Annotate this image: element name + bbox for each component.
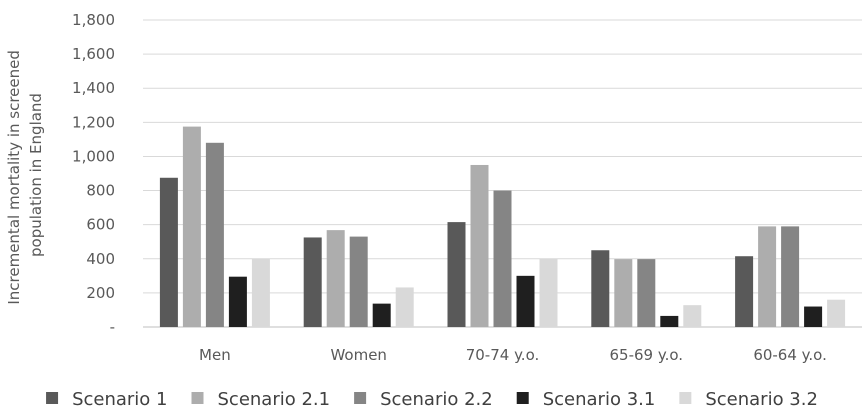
bar [827, 299, 846, 327]
y-tick-label: 400 [86, 250, 115, 268]
x-tick-label: 65-69 y.o. [610, 346, 684, 364]
x-tick-label: 70-74 y.o. [466, 346, 540, 364]
y-axis-title: Incremental mortality in screened popula… [5, 45, 45, 304]
bars [159, 126, 846, 327]
bar [683, 305, 702, 327]
bar [804, 306, 823, 327]
bar [591, 250, 610, 327]
legend-swatch [191, 392, 204, 404]
legend-label: Scenario 2.1 [218, 389, 331, 410]
bar [372, 303, 391, 327]
bar [781, 226, 800, 327]
bar [159, 177, 178, 327]
y-tick-label: 600 [86, 216, 115, 234]
x-tick-label: Women [330, 346, 386, 364]
y-tick-label: - [110, 318, 115, 336]
y-tick-label: 1,200 [72, 113, 115, 131]
bar [660, 315, 679, 327]
legend-label: Scenario 2.2 [380, 389, 493, 410]
legend: Scenario 1 Scenario 2.1 Scenario 2.2 Scenar… [46, 389, 818, 410]
bar [395, 287, 414, 327]
bar [228, 276, 247, 327]
legend-swatch [46, 392, 59, 404]
legend-label: Scenario 3.1 [543, 389, 656, 410]
bar [614, 259, 633, 327]
legend-swatch [354, 392, 367, 404]
bar [637, 259, 656, 327]
y-tick-label: 1,400 [72, 79, 115, 97]
x-tick-label: Men [199, 346, 231, 364]
y-tick-label: 200 [86, 284, 115, 302]
bar [493, 190, 512, 327]
bar [205, 142, 224, 327]
bar [303, 237, 322, 327]
bar [758, 226, 777, 327]
y-tick-label: 1,600 [72, 45, 115, 63]
bar [516, 275, 535, 327]
bar [470, 164, 489, 327]
bar [447, 222, 466, 327]
legend-swatch [679, 392, 692, 404]
bar [539, 258, 558, 327]
y-tick-label: 800 [86, 182, 115, 200]
y-axis-title-line-1: Incremental mortality in screened [5, 50, 23, 305]
legend-label: Scenario 3.2 [705, 389, 818, 410]
legend-swatch [516, 392, 529, 404]
legend-label: Scenario 1 [72, 389, 167, 410]
y-axis-ticks: - 200 400 600 800 1,000 1,200 1,400 1,600 1,800 [72, 11, 115, 336]
bar [251, 258, 270, 327]
bar [735, 256, 754, 327]
x-tick-label: 60-64 y.o. [753, 346, 827, 364]
y-tick-label: 1,800 [72, 11, 115, 29]
x-axis-ticks: Men Women 70-74 y.o. 65-69 y.o. 60-64 y.o. [199, 346, 827, 364]
y-tick-label: 1,000 [72, 147, 115, 165]
bar [182, 126, 201, 327]
bar [326, 230, 345, 327]
bar [349, 236, 368, 327]
y-axis-title-line-2: population in England [27, 93, 45, 257]
